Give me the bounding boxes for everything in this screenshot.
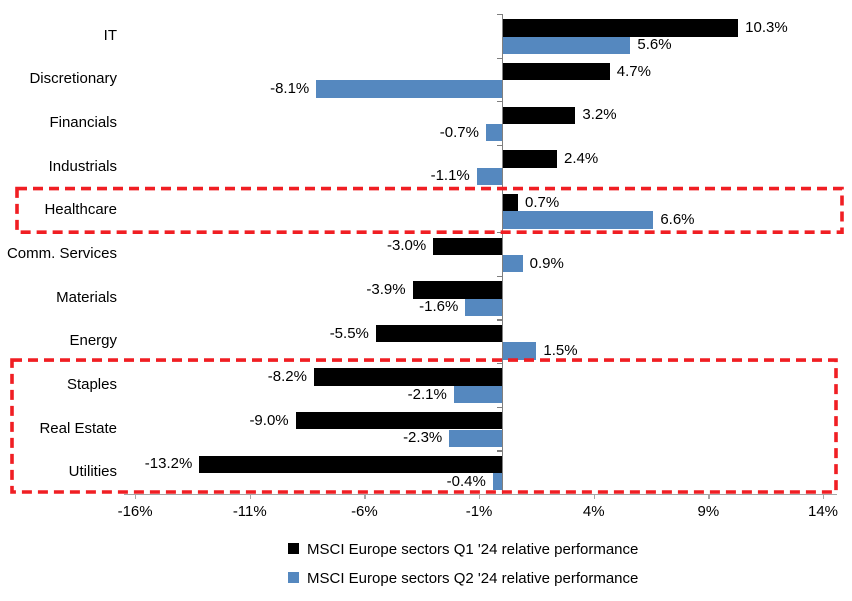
y-axis-tick [497, 363, 502, 365]
y-axis-tick [497, 232, 502, 234]
y-axis-tick [497, 101, 502, 103]
legend-item-q2: MSCI Europe sectors Q2 '24 relative perf… [288, 568, 638, 590]
category-label: Utilities [68, 463, 117, 481]
x-axis-tick [708, 494, 710, 499]
category-label: IT [103, 26, 117, 44]
x-tick-label: -16% [117, 503, 153, 520]
bar-q1 [375, 324, 502, 343]
value-label: 5.6% [637, 36, 672, 54]
bar-q2 [476, 167, 502, 185]
x-tick-label: -11% [232, 503, 267, 520]
category-label: Healthcare [44, 201, 117, 219]
x-axis-line [124, 494, 837, 496]
bar-q1 [502, 106, 576, 124]
bar-q2 [453, 385, 502, 404]
x-tick-label: 14% [808, 503, 839, 520]
bar-q2 [502, 254, 523, 273]
y-axis-tick [497, 57, 502, 59]
legend-swatch-q2-icon [288, 572, 299, 583]
value-label: 10.3% [745, 19, 788, 37]
bar-q1 [199, 455, 502, 474]
bar-q2 [502, 342, 537, 360]
category-label: Staples [66, 375, 117, 393]
value-label: -0.4% [446, 472, 486, 490]
bar-q2 [502, 36, 631, 55]
legend-swatch-q1-icon [288, 543, 299, 554]
value-label: -1.1% [430, 167, 470, 185]
value-label: -8.1% [270, 80, 310, 98]
value-label: -3.9% [366, 280, 406, 298]
legend-item-q1: MSCI Europe sectors Q1 '24 relative perf… [288, 539, 638, 561]
y-axis-line [502, 14, 504, 494]
bar-q2 [465, 298, 502, 316]
category-label: Discretionary [29, 70, 117, 88]
value-label: -13.2% [144, 455, 193, 473]
bar-q2 [492, 473, 502, 491]
value-label: 4.7% [616, 62, 651, 80]
value-label: -3.0% [387, 237, 427, 255]
value-label: -2.1% [407, 385, 447, 403]
y-axis-tick [497, 319, 502, 321]
y-axis-tick [497, 14, 502, 16]
bar-q2 [449, 429, 502, 447]
category-label: Materials [56, 288, 117, 306]
value-label: -1.6% [419, 298, 459, 316]
y-axis-tick [497, 450, 502, 452]
x-tick-label: -6% [351, 503, 378, 520]
x-axis-tick [364, 494, 366, 499]
bar-q2 [485, 124, 502, 142]
x-axis-tick [249, 494, 251, 499]
value-label: 0.7% [525, 193, 560, 211]
legend: MSCI Europe sectors Q1 '24 relative perf… [288, 539, 638, 597]
category-label: Industrials [48, 157, 117, 175]
x-axis-tick [593, 494, 595, 499]
category-label: Energy [69, 332, 117, 350]
bar-q2 [316, 80, 502, 98]
y-axis-tick [497, 406, 502, 408]
bar-q1 [502, 63, 610, 81]
bar-q1 [502, 19, 739, 37]
x-tick-label: -1% [465, 503, 493, 520]
value-label: 6.6% [660, 210, 695, 228]
x-tick-label: 4% [582, 503, 605, 520]
x-axis-tick [135, 494, 137, 499]
bar-q1 [295, 412, 502, 430]
highlight-box-healthcare [15, 186, 844, 234]
bar-q1 [313, 368, 502, 386]
category-label: Financials [49, 114, 117, 132]
bar-q1 [502, 150, 558, 168]
value-label: -2.3% [403, 429, 443, 447]
bar-q1 [412, 281, 502, 299]
legend-label-q1: MSCI Europe sectors Q1 '24 relative perf… [307, 541, 639, 558]
value-label: -0.7% [439, 123, 479, 141]
x-axis-tick [823, 494, 825, 499]
value-label: 0.9% [529, 254, 564, 272]
x-axis-tick [479, 494, 481, 499]
y-axis-tick [497, 188, 502, 190]
bar-q1 [433, 237, 502, 255]
value-label: 2.4% [564, 149, 599, 167]
category-label: Comm. Services [6, 245, 117, 262]
bar-q2 [502, 211, 654, 229]
value-label: -5.5% [329, 324, 369, 342]
legend-label-q2: MSCI Europe sectors Q2 '24 relative perf… [307, 570, 639, 587]
value-label: 1.5% [543, 341, 578, 359]
value-label: 3.2% [582, 106, 617, 124]
y-axis-tick [497, 144, 502, 147]
value-label: -9.0% [249, 411, 289, 429]
category-label: Real Estate [39, 419, 117, 437]
y-axis-tick [497, 275, 502, 277]
x-tick-label: 9% [697, 503, 720, 520]
value-label: -8.2% [267, 368, 307, 386]
bar-q1 [502, 193, 519, 212]
